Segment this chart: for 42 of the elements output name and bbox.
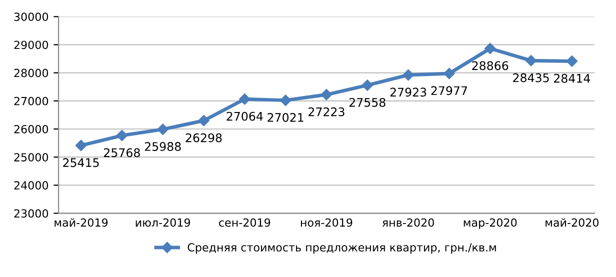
point <box>320 89 332 100</box>
point <box>444 68 455 80</box>
data-label: 25988 <box>144 142 181 151</box>
data-label: 25415 <box>63 158 99 168</box>
point <box>239 94 250 105</box>
legend-label: Средняя стоимость предложения квартир, грн./кв.м <box>188 243 496 254</box>
x-tick-label: июл-2019 <box>136 218 190 227</box>
data-label: 27021 <box>268 113 304 122</box>
y-tick-label: 28000 <box>14 68 48 78</box>
data-label: 27977 <box>431 86 467 96</box>
data-label: 27558 <box>349 98 386 107</box>
data-label: 28866 <box>472 61 508 70</box>
point <box>116 130 128 142</box>
point <box>157 124 168 135</box>
point <box>75 140 87 152</box>
data-label: 27223 <box>308 107 344 116</box>
x-tick-label: ноя-2019 <box>300 218 352 227</box>
data-label: 28414 <box>554 74 590 83</box>
data-label: 25768 <box>104 148 140 158</box>
x-tick-label: сен-2019 <box>219 218 270 227</box>
data-label: 27923 <box>390 88 426 97</box>
data-label: 27064 <box>226 112 263 121</box>
y-tick-label: 24000 <box>14 181 48 190</box>
y-tick-label: 26000 <box>14 124 48 134</box>
point <box>280 94 292 106</box>
x-tick-label: май-2019 <box>54 218 108 227</box>
y-tick-label: 27000 <box>14 96 48 106</box>
point <box>402 69 414 81</box>
point <box>566 56 578 67</box>
y-tick-label: 30000 <box>14 12 48 21</box>
point <box>198 115 210 126</box>
data-label: 28435 <box>513 73 549 82</box>
y-tick-label: 29000 <box>14 40 48 50</box>
point <box>525 54 537 66</box>
y-tick-label: 23000 <box>14 209 48 218</box>
x-tick-label: янв-2020 <box>382 218 434 227</box>
x-tick-label: май-2020 <box>546 218 599 227</box>
point <box>362 80 373 91</box>
point <box>484 42 496 54</box>
x-tick-label: мар-2020 <box>464 218 517 229</box>
y-tick-label: 25000 <box>14 153 48 162</box>
data-label: 26298 <box>186 133 222 142</box>
